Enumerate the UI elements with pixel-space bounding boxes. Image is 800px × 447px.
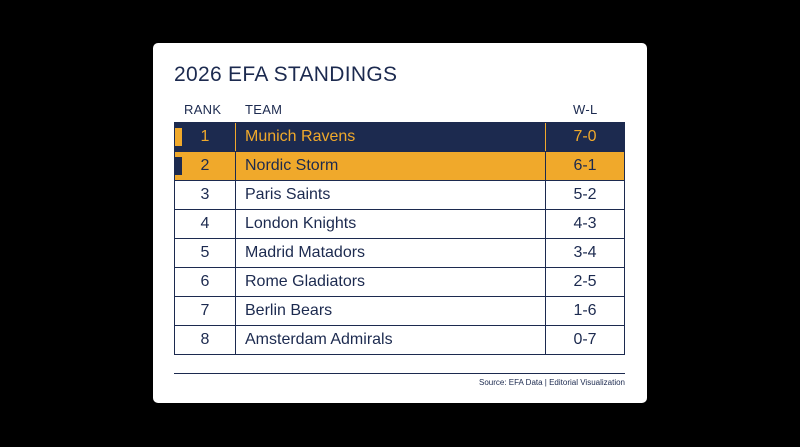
leader-marker	[175, 128, 182, 146]
column-header-wl: W-L	[573, 102, 598, 117]
rank-cell: 2	[175, 152, 236, 180]
record-cell: 4-3	[545, 210, 624, 238]
column-header-team: TEAM	[245, 102, 283, 117]
team-cell: Amsterdam Admirals	[245, 331, 393, 348]
table-row: 1 Munich Ravens 7-0	[174, 122, 625, 152]
rank-cell: 8	[175, 326, 236, 354]
table-row: 6 Rome Gladiators 2-5	[174, 268, 625, 297]
rank-cell: 5	[175, 239, 236, 267]
team-cell: Madrid Matadors	[245, 244, 366, 261]
record-cell: 0-7	[545, 326, 624, 354]
team-cell: London Knights	[245, 215, 357, 232]
table-row: 4 London Knights 4-3	[174, 210, 625, 239]
record-cell: 2-5	[545, 268, 624, 296]
team-cell: Paris Saints	[245, 186, 331, 203]
rank-cell: 7	[175, 297, 236, 325]
record-cell: 3-4	[545, 239, 624, 267]
standings-card: 2026 EFA STANDINGS RANK TEAM W-L 1 Munic…	[153, 43, 647, 403]
table-row: 2 Nordic Storm 6-1	[174, 152, 625, 181]
team-cell: Nordic Storm	[245, 157, 339, 174]
team-cell: Berlin Bears	[245, 302, 333, 319]
footer-divider	[174, 373, 625, 374]
rank-cell: 4	[175, 210, 236, 238]
rank-cell: 6	[175, 268, 236, 296]
record-cell: 5-2	[545, 181, 624, 209]
table-row: 8 Amsterdam Admirals 0-7	[174, 326, 625, 355]
record-cell: 7-0	[545, 123, 624, 151]
team-cell: Rome Gladiators	[245, 273, 366, 290]
rank-cell: 1	[175, 123, 236, 151]
record-cell: 6-1	[545, 152, 624, 180]
page-title: 2026 EFA STANDINGS	[174, 63, 398, 86]
source-note: Source: EFA Data | Editorial Visualizati…	[478, 378, 625, 387]
table-row: 7 Berlin Bears 1-6	[174, 297, 625, 326]
table-row: 3 Paris Saints 5-2	[174, 181, 625, 210]
runner-up-marker	[175, 157, 182, 175]
team-cell: Munich Ravens	[245, 128, 356, 145]
standings-table: 1 Munich Ravens 7-0 2 Nordic Storm 6-1 3…	[174, 122, 625, 355]
column-header-rank: RANK	[184, 102, 222, 117]
record-cell: 1-6	[545, 297, 624, 325]
table-row: 5 Madrid Matadors 3-4	[174, 239, 625, 268]
rank-cell: 3	[175, 181, 236, 209]
